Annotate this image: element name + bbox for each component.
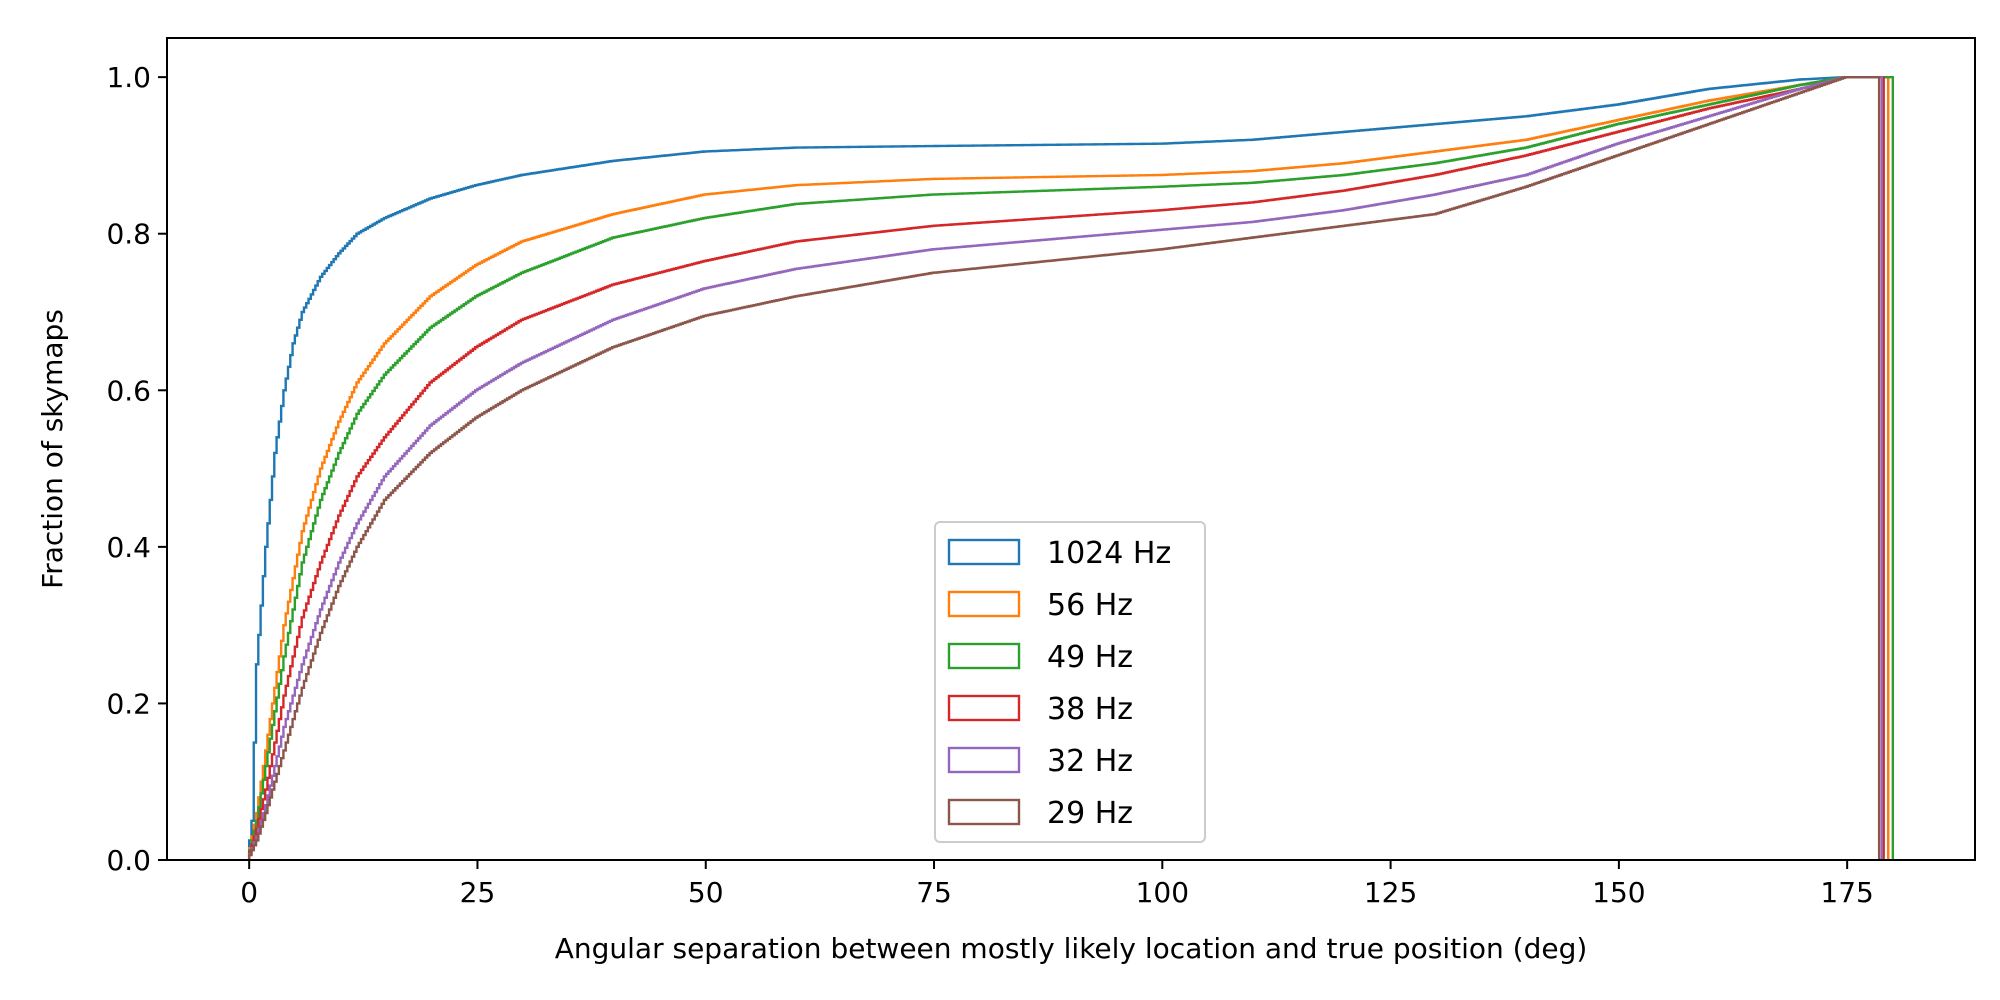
- legend-label: 56 Hz: [1047, 588, 1133, 623]
- legend: 1024 Hz 56 Hz 49 Hz 38 Hz 32 Hz 29 Hz: [934, 521, 1206, 843]
- x-tick-label: 75: [916, 876, 952, 909]
- legend-label: 29 Hz: [1047, 796, 1133, 831]
- y-tick-label: 1.0: [106, 61, 151, 94]
- y-tick-label: 0.4: [106, 531, 151, 564]
- legend-label: 38 Hz: [1047, 692, 1133, 727]
- x-tick-label: 100: [1136, 876, 1189, 909]
- series-layer: [247, 75, 1895, 860]
- x-tick-label: 50: [688, 876, 724, 909]
- y-tick-label: 0.0: [106, 844, 151, 877]
- y-tick-label: 0.2: [106, 687, 151, 720]
- series-line: [247, 75, 1881, 860]
- series-line: [247, 75, 1890, 860]
- series-line: [247, 75, 1895, 860]
- series-line: [247, 75, 1890, 860]
- legend-box: [934, 521, 1206, 843]
- legend-swatch: [947, 694, 1021, 722]
- x-tick-label: 0: [240, 876, 258, 909]
- y-tick-label: 0.8: [106, 218, 151, 251]
- tick-layer: 0 25 50 75 100 125 150 175 0.0 0.2 0.4 0.6 0.8 1.0: [106, 61, 1873, 909]
- x-tick-label: 175: [1820, 876, 1873, 909]
- x-tick-label: 150: [1592, 876, 1645, 909]
- legend-label: 49 Hz: [1047, 640, 1133, 675]
- x-tick-label: 125: [1364, 876, 1417, 909]
- series-line: [247, 75, 1884, 860]
- legend-label: 32 Hz: [1047, 744, 1133, 779]
- legend-swatch: [947, 538, 1021, 566]
- legend-swatch: [947, 798, 1021, 826]
- y-tick-label: 0.6: [106, 374, 151, 407]
- legend-swatch: [947, 746, 1021, 774]
- legend-swatch: [947, 590, 1021, 618]
- plot-frame: [166, 37, 1976, 861]
- x-axis-label: Angular separation between mostly likely…: [555, 932, 1588, 965]
- y-axis-label: Fraction of skymaps: [36, 309, 69, 589]
- legend-swatch: [947, 642, 1021, 670]
- x-tick-label: 25: [460, 876, 496, 909]
- series-line: [247, 75, 1885, 860]
- legend-label: 1024 Hz: [1047, 536, 1171, 571]
